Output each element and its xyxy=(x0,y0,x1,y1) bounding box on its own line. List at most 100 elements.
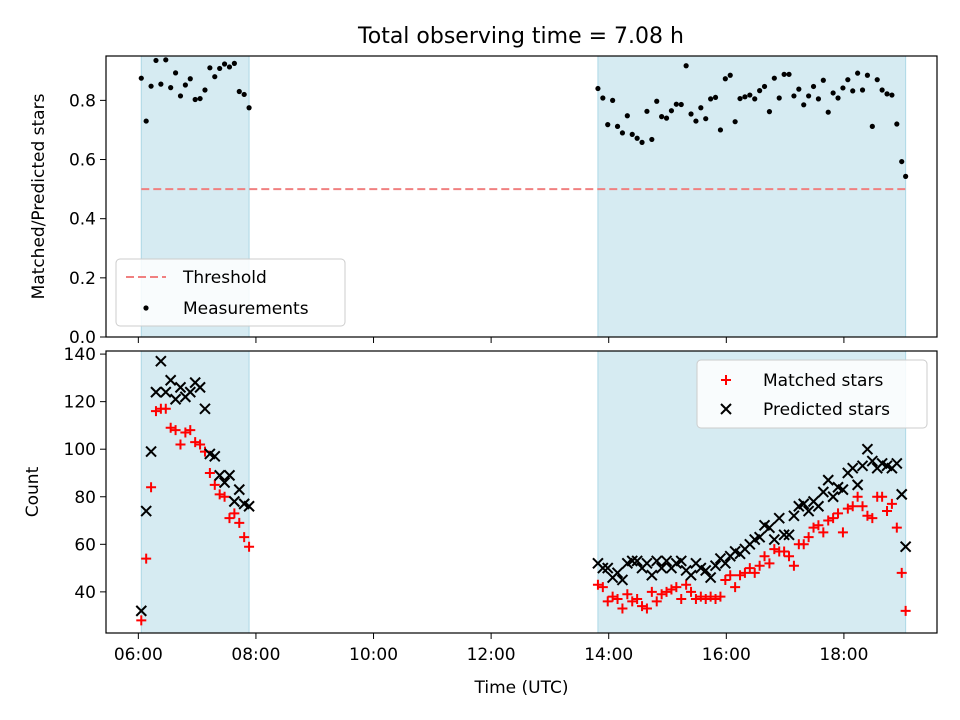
y-tick-label: 60 xyxy=(74,535,96,555)
predicted-star-point xyxy=(896,488,908,501)
x-tick-label: 10:00 xyxy=(349,645,398,665)
measurement-point xyxy=(859,87,866,93)
measurement-point xyxy=(855,70,861,76)
measurement-point xyxy=(168,85,174,91)
legend-box xyxy=(696,359,928,429)
predicted-star-point xyxy=(228,495,241,508)
measurement-point xyxy=(801,102,807,108)
measurement-point xyxy=(143,118,149,124)
measurement-point xyxy=(717,127,724,133)
measurement-point xyxy=(241,91,247,98)
predicted-star-point xyxy=(851,479,864,491)
measurement-point xyxy=(840,85,846,91)
matched-star-point xyxy=(744,563,755,574)
matched-star-point xyxy=(219,491,230,502)
predicted-star-point xyxy=(233,483,245,496)
predicted-star-point xyxy=(223,469,236,482)
predicted-star-point xyxy=(194,381,206,394)
measurement-point xyxy=(231,60,237,66)
measurement-point xyxy=(708,96,714,102)
matched-star-point xyxy=(739,567,750,578)
predicted-star-point xyxy=(812,500,825,512)
measurement-point xyxy=(629,131,635,137)
measurement-point xyxy=(182,82,188,88)
predicted-star-point xyxy=(164,374,177,386)
matched-star-point xyxy=(730,582,741,593)
matched-star-point xyxy=(818,527,829,538)
y-tick-label: 0.8 xyxy=(69,91,96,111)
y-tick-label: 140 xyxy=(64,345,96,365)
observing-window xyxy=(141,351,250,633)
legend-measurements-label: Measurements xyxy=(183,299,309,319)
predicted-star-point xyxy=(788,510,800,522)
measurement-point xyxy=(727,72,733,78)
matched-star-point xyxy=(146,482,157,493)
measurement-point xyxy=(634,135,640,141)
matched-star-point xyxy=(828,513,839,524)
predicted-star-point xyxy=(700,564,712,577)
predicted-star-point xyxy=(763,521,776,534)
matched-star-point xyxy=(857,501,868,512)
matched-star-point xyxy=(833,508,844,519)
measurement-point xyxy=(138,75,144,81)
predicted-star-point xyxy=(646,569,658,581)
predicted-star-point xyxy=(184,386,196,398)
measurement-point xyxy=(197,95,203,102)
measurement-point xyxy=(172,70,179,76)
matched-star-point xyxy=(175,439,186,450)
measurement-point xyxy=(732,119,738,125)
matched-star-point xyxy=(798,539,809,550)
measurement-point xyxy=(835,95,841,101)
matched-star-point xyxy=(847,501,858,512)
measurement-point xyxy=(644,108,650,114)
predicted-star-point xyxy=(218,476,231,489)
measurement-point xyxy=(810,83,817,90)
y-tick-label: 80 xyxy=(74,488,96,508)
predicted-star-point xyxy=(616,574,629,586)
measurement-point xyxy=(605,122,611,128)
measurement-point xyxy=(192,96,198,103)
measurement-point xyxy=(600,95,606,101)
predicted-star-point xyxy=(611,567,624,579)
measurement-point xyxy=(864,72,871,78)
measurement-point xyxy=(742,94,748,100)
measurement-point xyxy=(246,105,252,111)
matched-star-point xyxy=(141,553,152,564)
legend-matched-label: Matched stars xyxy=(763,371,883,391)
predicted-star-point xyxy=(802,505,815,517)
matched-star-point xyxy=(617,603,628,614)
predicted-star-point xyxy=(861,443,874,455)
predicted-star-point xyxy=(145,445,157,458)
chart-title: Total observing time = 7.08 h xyxy=(357,24,684,49)
matched-star-point xyxy=(803,532,814,543)
matched-star-point xyxy=(160,403,171,414)
predicted-star-point xyxy=(827,491,839,503)
measurement-point xyxy=(776,95,782,101)
legend-predicted-label: Predicted stars xyxy=(763,400,890,420)
matched-star-point xyxy=(764,558,775,569)
predicted-star-point xyxy=(597,562,609,574)
predicted-star-point xyxy=(704,571,717,584)
measurement-point xyxy=(236,88,242,95)
predicted-star-point xyxy=(798,498,810,510)
predicted-star-point xyxy=(641,557,653,570)
matched-star-point xyxy=(170,425,181,436)
measurement-point xyxy=(595,85,601,92)
measurement-point xyxy=(806,93,812,99)
predicted-star-point xyxy=(213,469,226,482)
predicted-star-point xyxy=(155,355,167,367)
matched-star-point xyxy=(759,551,770,562)
predicted-star-point xyxy=(675,555,687,567)
matched-star-point xyxy=(651,596,662,607)
measurement-point xyxy=(698,105,704,111)
measurement-point xyxy=(712,94,719,101)
matched-star-point xyxy=(602,596,613,607)
matched-star-point xyxy=(867,513,878,524)
predicted-star-point xyxy=(169,393,182,405)
measurement-point xyxy=(889,92,895,98)
measurement-point xyxy=(187,76,193,82)
predicted-star-point xyxy=(773,512,785,524)
matched-star-point xyxy=(632,593,643,604)
legend-threshold-label: Threshold xyxy=(182,268,267,288)
